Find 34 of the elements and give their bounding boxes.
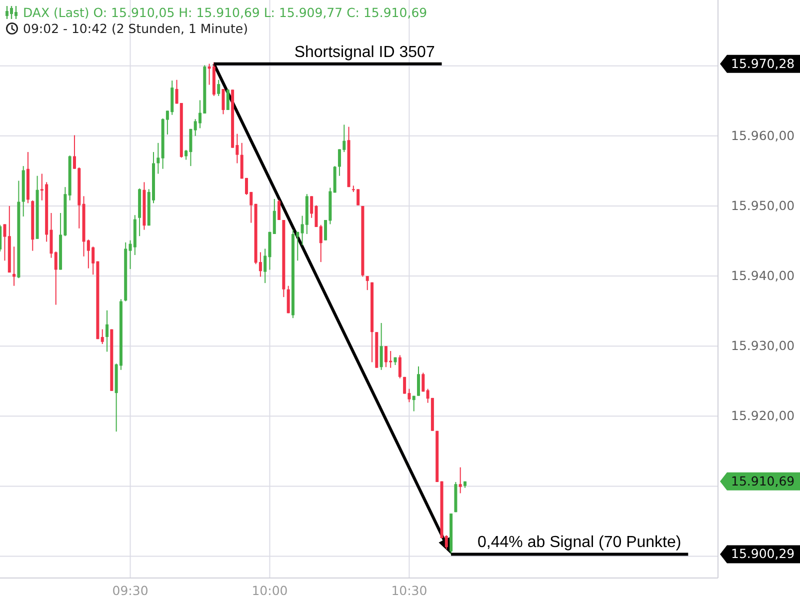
y-tick-label: 15.900,29 [731,546,795,561]
candlestick [422,372,425,392]
x-tick-label: 10:00 [252,583,288,598]
candlestick [319,224,322,263]
candlestick [222,88,225,115]
candlestick [278,199,281,220]
y-tick-label: 15.930,00 [731,338,795,352]
candlestick [217,79,220,96]
candlestick [417,366,420,396]
candlestick [100,328,104,344]
chart-title: DAX (Last) O: 15.910,05 H: 15.910,69 L: 15.909,77 C: 15.910,69 [23,5,428,20]
y-tick-label: 15.950,00 [731,197,795,212]
x-tick-label: 09:30 [112,583,148,598]
candlestick [398,354,402,379]
candlestick [272,198,276,234]
text: 09:02 - 10:42 (2 Stunden, 1 Minute) [23,21,248,36]
candlestick [3,224,6,262]
y-tick-label: 15.920,00 [731,408,795,423]
candlestick [286,285,290,314]
annotation: Shortsignal ID 3507 [294,44,435,61]
candlestick [458,466,462,494]
candlestick [54,251,58,306]
y-tick-label: 15.960,00 [731,127,795,142]
y-tick-label: 15.910,69 [731,472,795,488]
candlestick [366,276,369,291]
y-tick-label: 15.940,00 [731,267,795,282]
candlestick [380,322,383,370]
candlestick [412,395,416,412]
candlestick [106,310,109,352]
annotation: 0,44% ab Signal (70 Punkte) [478,534,682,552]
candlestick [156,142,160,174]
y-tick-label: 15.970,28 [731,55,795,70]
candlestick [226,88,230,110]
x-tick-label: 10:30 [391,583,428,598]
